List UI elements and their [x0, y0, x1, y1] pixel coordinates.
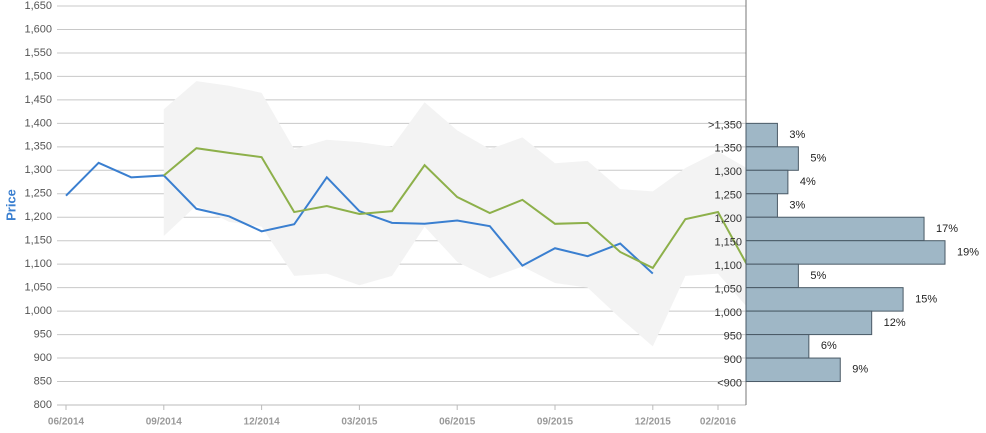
bin-label: <900 — [717, 377, 742, 389]
y-tick-label: 1,500 — [24, 70, 52, 82]
y-tick-label: 1,250 — [24, 188, 52, 200]
y-tick-label: 1,600 — [24, 23, 52, 35]
value-label: 6% — [821, 340, 837, 352]
y-tick-label: 1,000 — [24, 305, 52, 317]
series-line — [163, 147, 746, 270]
bin-label: 1,250 — [714, 190, 742, 202]
histogram-bar — [745, 240, 946, 265]
x-tick-label: 03/2015 — [341, 417, 378, 428]
bin-label: 1,100 — [714, 260, 742, 272]
value-label: 12% — [884, 317, 906, 329]
bin-label: 900 — [724, 354, 742, 366]
value-label: 15% — [915, 293, 937, 305]
value-label: 17% — [936, 223, 958, 235]
bin-label: 1,300 — [714, 166, 742, 178]
bin-label: 1,000 — [714, 307, 742, 319]
x-tick-label: 02/2016 — [700, 417, 737, 428]
histogram-bar — [745, 216, 925, 242]
histogram-bar — [745, 287, 904, 312]
y-tick-label: 950 — [34, 328, 52, 340]
y-tick-label: 1,150 — [24, 235, 52, 247]
histogram-bar — [745, 169, 789, 195]
y-tick-label: 800 — [34, 399, 52, 411]
y-tick-label: 1,200 — [24, 211, 52, 223]
y-tick-label: 1,100 — [24, 258, 52, 270]
y-tick-label: 1,300 — [24, 164, 52, 176]
histogram-bar — [745, 193, 778, 218]
value-label: 5% — [810, 152, 826, 164]
x-tick-label: 12/2014 — [244, 417, 281, 428]
value-label: 19% — [957, 246, 979, 258]
y-tick-label: 900 — [34, 352, 52, 364]
bin-label: 1,200 — [714, 213, 742, 225]
value-label: 4% — [800, 176, 816, 188]
bin-label: 1,050 — [714, 284, 742, 296]
y-tick-label: 1,550 — [24, 47, 52, 59]
histogram-bar — [745, 357, 841, 383]
value-label: 5% — [810, 270, 826, 282]
y-tick-label: 1,450 — [24, 94, 52, 106]
bin-label: 1,350 — [714, 143, 742, 155]
value-label: 9% — [852, 364, 868, 376]
y-axis-label: Price — [3, 189, 18, 221]
histogram-bar — [745, 263, 799, 289]
x-tick-label: 06/2015 — [439, 417, 476, 428]
histogram-bar — [745, 122, 778, 148]
histogram-bar — [745, 334, 810, 359]
y-tick-label: 1,400 — [24, 117, 52, 129]
histogram-bar — [745, 146, 799, 171]
bin-label: 1,150 — [714, 237, 742, 249]
y-tick-label: 850 — [34, 375, 52, 387]
bin-label: 950 — [724, 330, 742, 342]
y-tick-label: 1,350 — [24, 141, 52, 153]
confidence-band — [163, 81, 746, 347]
bin-label: >1,350 — [708, 119, 742, 131]
y-tick-label: 1,650 — [24, 0, 52, 12]
x-tick-label: 09/2014 — [146, 417, 183, 428]
value-label: 3% — [789, 129, 805, 141]
value-label: 3% — [789, 199, 805, 211]
histogram-bar — [745, 310, 873, 336]
x-tick-label: 09/2015 — [537, 417, 574, 428]
y-tick-label: 1,050 — [24, 282, 52, 294]
x-tick-label: 12/2015 — [635, 417, 672, 428]
x-tick-label: 06/2014 — [48, 417, 85, 428]
